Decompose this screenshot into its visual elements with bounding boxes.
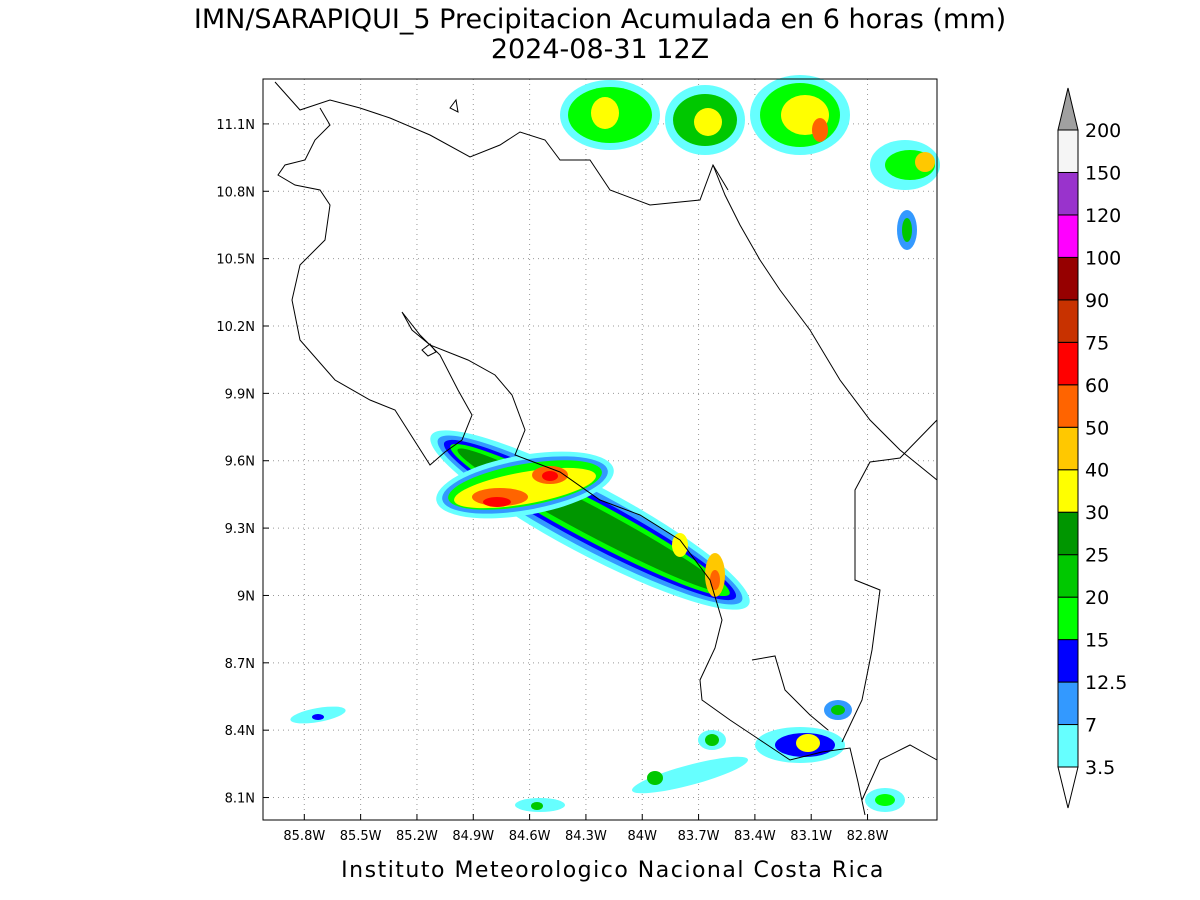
x-tick-label: 85.5W <box>340 829 382 844</box>
colorbar-label: 200 <box>1085 120 1121 142</box>
colorbar-box <box>1057 469 1079 513</box>
x-tick-label: 84.9W <box>452 829 494 844</box>
colorbar-box <box>1057 129 1079 173</box>
colorbar-label: 75 <box>1085 332 1109 354</box>
y-tick-label: 8.7N <box>225 657 255 672</box>
colorbar-box <box>1057 299 1079 343</box>
colorbar-box <box>1057 384 1079 428</box>
colorbar-box <box>1057 214 1079 258</box>
colorbar-label: 20 <box>1085 587 1109 609</box>
colorbar-over <box>1057 87 1079 131</box>
y-tick-label: 9N <box>237 589 255 604</box>
y-tick-label: 10.8N <box>216 185 255 200</box>
map-footer: Instituto Meteorologico Nacional Costa R… <box>341 858 885 883</box>
colorbar-label: 25 <box>1085 545 1109 567</box>
colorbar-box <box>1057 596 1079 641</box>
precipitation-field <box>290 75 940 812</box>
y-tick-label: 8.1N <box>225 792 255 807</box>
colorbar-label: 150 <box>1085 162 1121 184</box>
colorbar-label: 50 <box>1085 417 1109 439</box>
x-tick-label: 83.1W <box>790 829 832 844</box>
y-tick-label: 11.1N <box>216 118 255 133</box>
colorbar-label: 7 <box>1085 715 1097 737</box>
x-tick-label: 84.3W <box>565 829 607 844</box>
colorbar-box <box>1057 554 1079 598</box>
colorbar-box <box>1057 341 1079 386</box>
map-subtitle: 2024-08-31 12Z <box>491 34 709 65</box>
y-tick-label: 9.3N <box>225 522 255 537</box>
x-tick-label: 84.6W <box>509 829 551 844</box>
colorbar-label: 90 <box>1085 290 1109 312</box>
y-tick-label: 10.2N <box>216 320 255 335</box>
colorbar-box <box>1057 724 1079 768</box>
y-tick-label: 9.9N <box>225 387 255 402</box>
x-tick-label: 83.7W <box>678 829 720 844</box>
map-frame <box>262 78 938 821</box>
colorbar-under <box>1057 766 1079 809</box>
x-tick-label: 82.8W <box>847 829 889 844</box>
colorbar-label: 120 <box>1085 205 1121 227</box>
colorbar-box <box>1057 681 1079 726</box>
x-tick-label: 83.4W <box>734 829 776 844</box>
colorbar-box <box>1057 639 1079 683</box>
map-title: IMN/SARAPIQUI_5 Precipitacion Acumulada … <box>194 4 1006 35</box>
colorbar-label: 100 <box>1085 247 1121 269</box>
colorbar-label: 3.5 <box>1085 757 1115 779</box>
colorbar-label: 30 <box>1085 502 1109 524</box>
colorbar-label: 40 <box>1085 460 1109 482</box>
colorbar-label: 12.5 <box>1085 672 1127 694</box>
coastlines <box>274 81 938 816</box>
colorbar-box <box>1057 256 1079 301</box>
x-tick-label: 85.2W <box>396 829 438 844</box>
colorbar-box <box>1057 426 1079 471</box>
x-tick-label: 85.8W <box>283 829 325 844</box>
colorbar-box <box>1057 511 1079 556</box>
y-tick-label: 9.6N <box>225 455 255 470</box>
colorbar-label: 15 <box>1085 630 1109 652</box>
y-tick-label: 10.5N <box>216 253 255 268</box>
colorbar-box <box>1057 171 1079 216</box>
y-tick-label: 8.4N <box>225 724 255 739</box>
x-tick-label: 84W <box>628 829 658 844</box>
colorbar-label: 60 <box>1085 375 1109 397</box>
